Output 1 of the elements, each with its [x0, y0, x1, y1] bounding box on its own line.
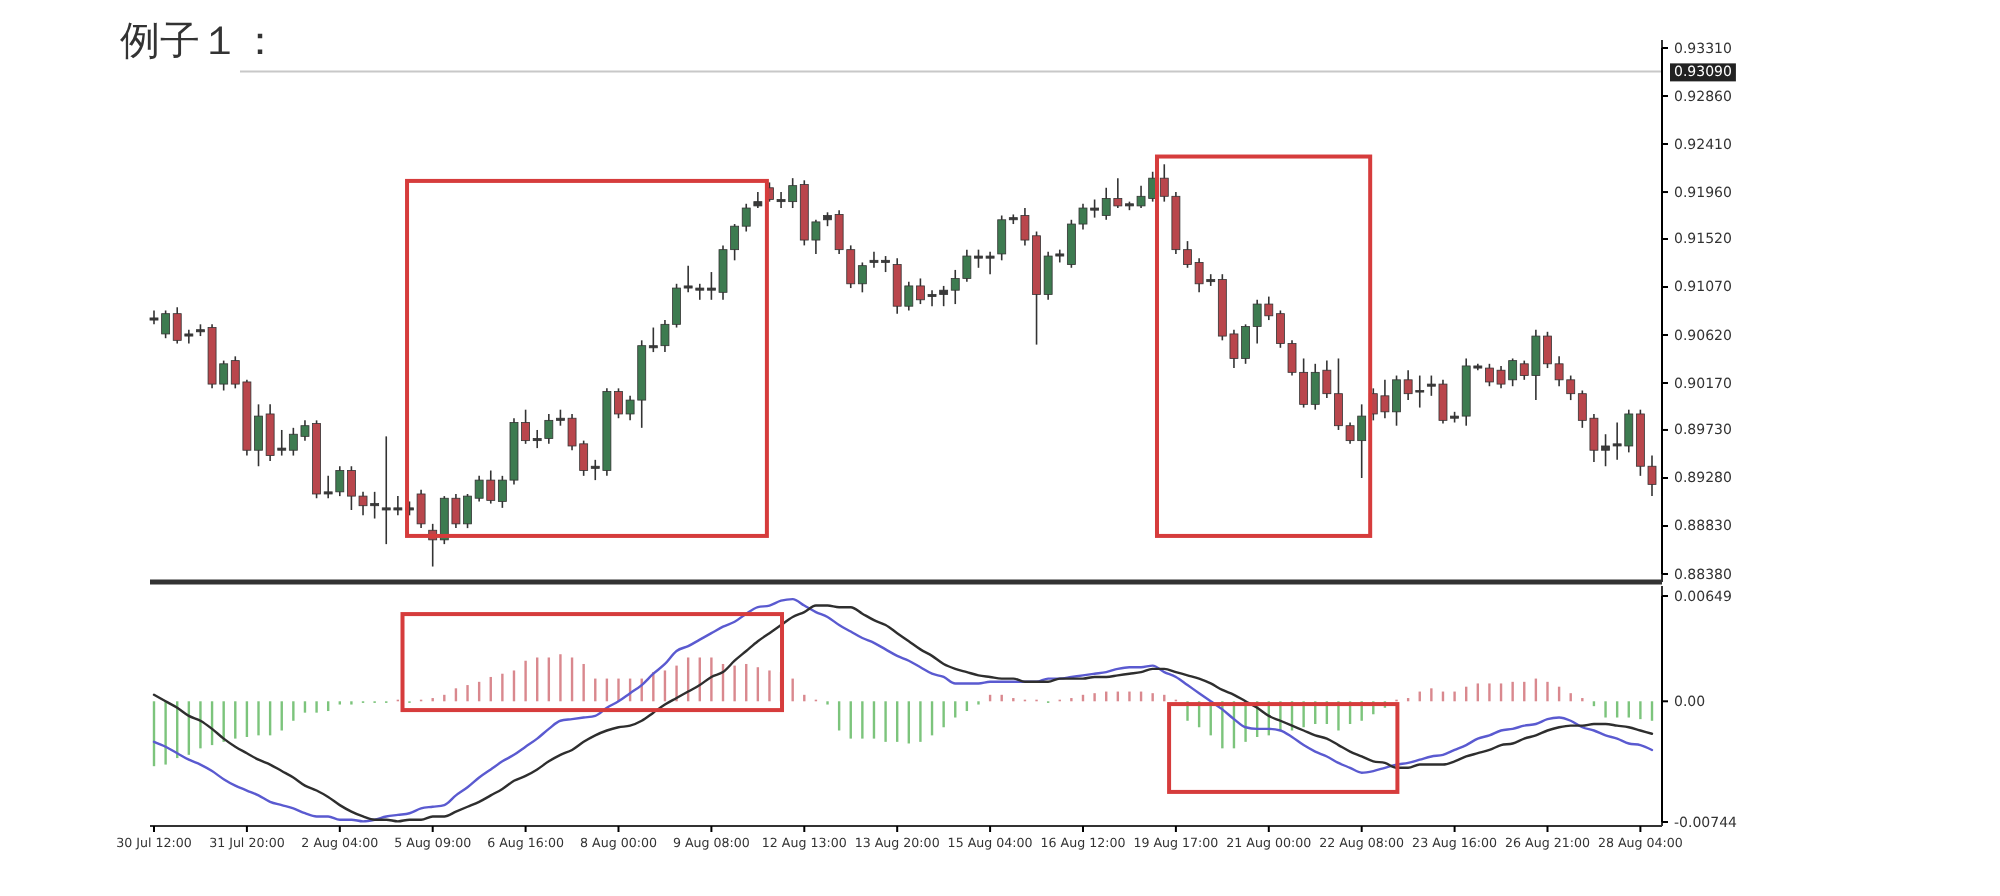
chart-title: 例子１： — [120, 16, 280, 64]
